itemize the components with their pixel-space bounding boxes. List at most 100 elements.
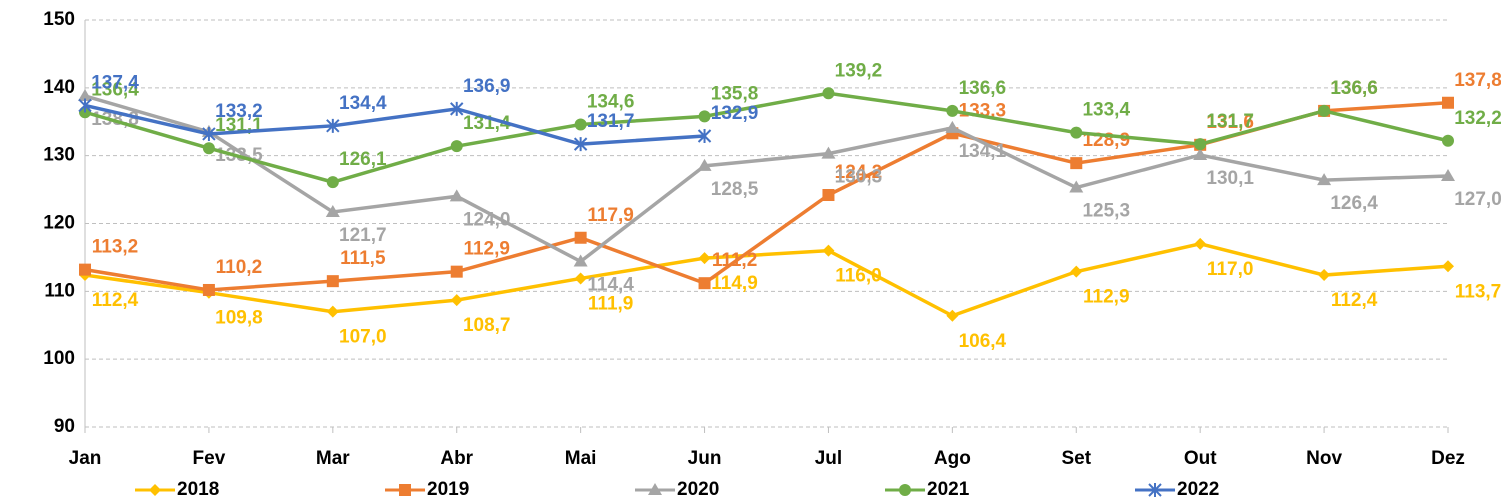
x-tick-label: Out (1184, 448, 1217, 469)
marker (1070, 126, 1083, 139)
marker (946, 309, 959, 322)
marker (326, 118, 340, 133)
value-label: 137,4 (91, 72, 139, 93)
marker (697, 158, 712, 171)
value-label: 132,9 (711, 103, 759, 124)
legend-item: 2018 (135, 479, 219, 500)
y-tick-label: 140 (43, 77, 75, 98)
y-tick-label: 100 (43, 348, 75, 369)
marker (1069, 180, 1084, 193)
value-label: 111,2 (712, 250, 757, 271)
value-label: 134,1 (959, 141, 1007, 162)
series-line (84, 103, 705, 146)
value-label: 124,0 (463, 209, 511, 230)
value-label: 108,7 (463, 315, 511, 336)
value-label: 113,7 (1455, 281, 1501, 302)
value-label: 112,4 (1331, 290, 1378, 311)
value-label: 131,4 (463, 113, 511, 134)
marker (1442, 260, 1454, 273)
value-label: 114,4 (587, 275, 634, 296)
legend-label: 2020 (677, 479, 719, 500)
marker (822, 87, 835, 100)
value-label: 136,6 (959, 78, 1007, 99)
value-label: 134,6 (587, 91, 635, 112)
marker (326, 305, 339, 318)
marker (1442, 134, 1454, 147)
value-label: 111,5 (340, 248, 386, 269)
value-label: 133,3 (959, 100, 1007, 121)
value-label: 132,2 (1454, 108, 1501, 129)
x-tick-label: Set (1061, 448, 1091, 469)
value-label: 112,9 (463, 239, 510, 260)
marker (821, 146, 836, 159)
marker (573, 137, 588, 152)
x-tick-label: Ago (934, 448, 971, 469)
value-label: 114,9 (711, 273, 758, 294)
marker (899, 484, 911, 496)
value-label: 106,4 (959, 331, 1007, 352)
x-tick-label: Dez (1431, 448, 1465, 469)
legend-label: 2022 (1177, 479, 1219, 500)
value-label: 109,8 (215, 308, 263, 329)
legend-label: 2019 (427, 479, 469, 500)
y-tick-label: 90 (54, 416, 75, 437)
x-tick-label: Jul (815, 448, 842, 469)
value-label: 135,8 (711, 83, 759, 104)
marker (698, 252, 711, 265)
value-label: 110,2 (216, 257, 263, 278)
value-label: 134,4 (339, 93, 387, 114)
y-tick-label: 120 (43, 213, 75, 234)
value-label: 139,2 (835, 60, 883, 81)
marker (449, 189, 464, 202)
marker (573, 254, 588, 267)
value-label: 124,2 (835, 162, 883, 183)
value-label: 126,4 (1330, 193, 1378, 214)
y-tick-label: 130 (43, 145, 75, 166)
marker (822, 244, 835, 257)
marker (945, 120, 960, 133)
legend-item: 2021 (885, 479, 970, 500)
series-line (84, 94, 1449, 264)
marker (149, 484, 161, 496)
marker (450, 294, 463, 307)
legend-item: 2022 (1135, 479, 1219, 500)
marker (1070, 157, 1083, 170)
marker (574, 118, 587, 131)
series-line (84, 242, 1449, 318)
marker (1441, 169, 1455, 182)
value-label: 130,3 (835, 167, 883, 188)
value-label: 112,9 (1083, 287, 1130, 308)
value-label: 127,0 (1454, 189, 1501, 210)
x-tick-label: Fev (193, 448, 226, 469)
marker (450, 101, 464, 116)
marker (1194, 237, 1207, 250)
marker (648, 483, 662, 495)
value-label: 128,5 (711, 179, 759, 200)
value-label: 136,6 (1330, 78, 1378, 99)
legend-item: 2020 (635, 479, 719, 500)
marker (1318, 104, 1331, 117)
value-label: 133,4 (1082, 100, 1130, 121)
marker (697, 128, 712, 143)
marker (326, 275, 339, 288)
value-label: 136,6 (1330, 78, 1378, 99)
marker (202, 283, 215, 296)
x-tick-label: Abr (440, 448, 473, 469)
marker (399, 484, 411, 496)
value-label: 117,9 (587, 205, 634, 226)
value-label: 117,0 (1207, 259, 1254, 280)
value-label: 113,2 (92, 237, 139, 258)
marker (79, 263, 91, 276)
value-label: 125,3 (1082, 201, 1130, 222)
value-label: 130,1 (1206, 168, 1254, 189)
y-tick-label: 150 (43, 9, 75, 30)
marker (574, 231, 587, 244)
value-label: 131,7 (587, 111, 635, 132)
series-line (84, 91, 1449, 184)
value-label: 137,8 (1454, 70, 1501, 91)
y-tick-label: 110 (44, 280, 75, 301)
x-tick-label: Mai (565, 448, 597, 469)
marker (450, 140, 463, 153)
value-label: 107,0 (339, 327, 387, 348)
